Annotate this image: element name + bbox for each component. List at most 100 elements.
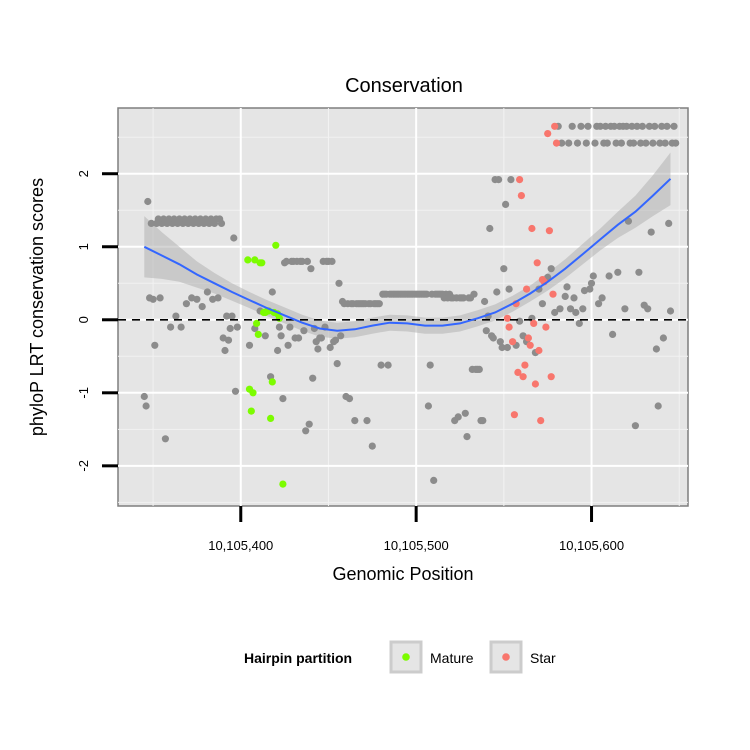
point-other: [161, 435, 169, 443]
point-other: [637, 139, 645, 147]
point-mature: [251, 256, 259, 264]
chart-title: Conservation: [345, 75, 463, 97]
point-other: [430, 476, 438, 484]
point-other: [665, 219, 673, 227]
point-other: [575, 319, 583, 327]
point-star: [503, 314, 511, 322]
y-tick-label: 1: [76, 243, 91, 250]
point-star: [519, 373, 527, 381]
x-tick-label: 10,105,500: [384, 538, 449, 553]
point-other: [303, 257, 311, 265]
grid-lines: [118, 108, 688, 506]
point-other: [328, 257, 336, 265]
point-other: [586, 285, 594, 293]
point-other: [500, 265, 508, 273]
point-other: [661, 139, 669, 147]
point-other: [333, 360, 341, 368]
y-tick-label: 0: [76, 316, 91, 323]
point-other: [307, 265, 315, 273]
point-star: [530, 319, 538, 327]
point-other: [503, 343, 511, 352]
smooth-line-layer: [143, 178, 672, 332]
point-other: [198, 303, 206, 311]
point-other: [286, 323, 294, 331]
point-mature: [268, 378, 276, 386]
point-other: [230, 234, 238, 242]
point-other: [595, 300, 603, 308]
point-other: [633, 122, 641, 130]
point-other: [309, 374, 317, 382]
point-other: [193, 295, 201, 303]
x-tick-label: 10,105,600: [559, 538, 624, 553]
point-other: [670, 122, 678, 130]
point-other: [221, 346, 229, 355]
point-other: [598, 294, 606, 302]
point-star: [537, 417, 545, 425]
point-other: [424, 402, 432, 410]
point-other: [577, 122, 585, 130]
point-other: [423, 290, 431, 298]
smooth-line: [143, 178, 672, 332]
point-other: [147, 219, 155, 227]
point-star: [521, 361, 529, 369]
point-other: [223, 312, 231, 320]
point-other: [481, 297, 489, 306]
point-other: [572, 308, 580, 317]
legend-label-mature: Mature: [430, 650, 474, 666]
legend-item-star: Star: [489, 640, 556, 674]
point-other: [277, 332, 285, 340]
point-other: [659, 334, 668, 342]
point-other: [652, 345, 661, 353]
point-other: [496, 338, 504, 346]
point-other: [459, 294, 468, 302]
point-star: [545, 227, 554, 235]
point-other: [140, 392, 148, 401]
point-other: [482, 327, 490, 335]
point-star: [508, 338, 517, 346]
point-other: [233, 323, 241, 331]
legend-label-star: Star: [530, 650, 556, 666]
y-tick-label: -1: [76, 387, 91, 399]
point-other: [617, 139, 626, 147]
point-other: [279, 395, 287, 403]
point-other: [609, 330, 617, 338]
point-other: [591, 139, 599, 147]
point-other: [566, 305, 575, 313]
point-star: [544, 130, 552, 138]
point-other: [663, 122, 671, 130]
point-mature: [272, 241, 280, 249]
point-other: [486, 224, 494, 233]
point-other: [649, 139, 657, 147]
point-other: [167, 323, 175, 331]
point-other: [337, 332, 345, 340]
point-other: [556, 305, 564, 313]
point-other: [568, 122, 576, 130]
point-star: [517, 192, 526, 200]
point-other: [300, 327, 308, 335]
x-axis-label: Genomic Position: [332, 564, 473, 584]
point-mature: [253, 319, 261, 327]
point-other: [516, 317, 524, 325]
point-other: [275, 323, 283, 331]
point-star: [531, 380, 540, 388]
point-other: [563, 283, 571, 291]
point-other: [317, 334, 325, 342]
point-other: [505, 285, 513, 293]
point-other: [295, 334, 303, 342]
point-other: [479, 417, 487, 425]
point-other: [561, 292, 569, 300]
point-other: [142, 402, 150, 410]
point-other: [635, 268, 643, 276]
point-other: [579, 305, 587, 313]
point-other: [454, 413, 462, 421]
point-other: [363, 417, 371, 425]
point-other: [470, 290, 478, 298]
point-other: [602, 122, 610, 130]
point-other: [284, 341, 292, 349]
point-other: [547, 265, 555, 273]
point-other: [582, 139, 590, 147]
point-mature: [275, 314, 283, 322]
point-star: [549, 290, 557, 298]
legend: Hairpin partition Mature Star: [244, 640, 556, 674]
